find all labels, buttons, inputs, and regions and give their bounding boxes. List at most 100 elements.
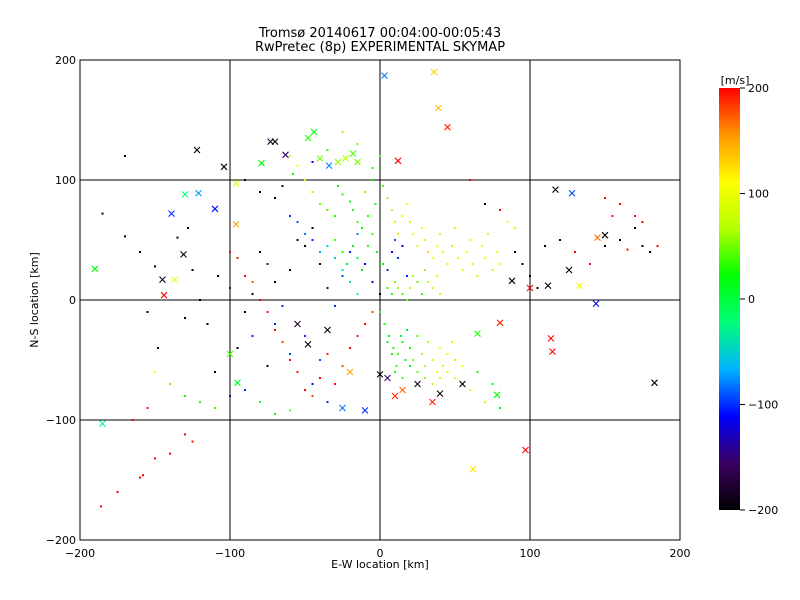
data-point-dot [431,287,434,289]
data-point-dot [191,440,194,443]
data-point-dot [427,341,429,343]
data-point-dot [346,263,348,265]
data-point-dot [349,347,351,349]
data-point-dot [236,347,239,349]
data-point-dot [383,323,386,325]
data-point-cross [91,265,99,273]
data-point-dot [349,281,351,283]
data-point-dot [421,293,423,295]
data-point-cross [592,300,600,307]
data-point-dot [259,191,261,193]
data-point-cross [508,277,516,285]
data-point-dot [289,353,291,355]
data-point-cross [376,371,384,378]
y-axis-label: N-S location [km] [28,252,41,348]
data-point-cross [282,151,289,159]
data-point-cross [576,282,583,289]
data-point-dot [484,203,486,205]
data-point-dot [416,281,419,283]
data-point-dot [229,395,231,397]
data-point-dot [292,173,294,175]
data-point-dot [446,371,449,373]
data-point-dot [100,505,102,508]
data-point-dot [154,371,156,373]
data-point-dot [169,383,171,385]
data-point-dot [641,221,644,223]
x-axis-ticks: −200 −100 0 100 200 [65,547,691,560]
data-point-cross [342,155,349,162]
data-point-dot [274,323,276,325]
data-point-dot [341,193,344,196]
data-point-dot [424,377,426,379]
data-point-dot [199,401,201,403]
data-point-dot [214,407,216,409]
data-point-dot [304,233,306,235]
data-point-cross [394,157,402,165]
data-point-dot [382,263,384,265]
data-point-dot [404,359,407,361]
data-point-dot [356,233,359,235]
data-point-dot [392,347,395,349]
data-point-dot [416,371,419,373]
data-point-cross [346,368,354,376]
data-point-dot [304,179,306,181]
data-point-dot [251,335,254,337]
data-point-dot [191,269,194,271]
data-point-dot [472,263,474,265]
data-point-dot [367,215,369,217]
data-point-dot [176,236,179,239]
data-point-dot [326,149,329,151]
data-point-dot [529,275,531,277]
data-point-dot [334,257,336,259]
data-point-dot [634,227,636,229]
data-point-dot [386,197,389,199]
data-point-dot [481,245,483,247]
data-point-dot [451,341,453,343]
data-point-cross [544,282,552,289]
data-point-dot [395,365,398,367]
data-point-dot [184,395,186,397]
data-point-dot [397,233,399,235]
data-point-dot [397,353,399,355]
data-point-dot [304,245,306,247]
data-point-cross [211,205,219,213]
data-point-dot [457,257,459,259]
data-point-dot [386,287,389,289]
data-point-dot [506,221,509,223]
data-point-dot [499,407,501,409]
data-point-dot [409,365,411,367]
data-point-dot [334,383,336,385]
data-point-dot [206,323,209,325]
data-point-dot [409,347,411,349]
data-point-cross [381,72,388,79]
data-point-dot [251,281,254,283]
data-point-dot [416,245,419,247]
data-point-dot [401,377,404,379]
data-point-dot [634,215,636,217]
data-point-dot [101,212,104,215]
data-point-dot [496,251,498,253]
data-point-dot [431,257,434,259]
data-point-dot [274,281,276,283]
data-point-dot [214,371,216,373]
data-point-dot [371,179,374,181]
data-point-dot [406,203,408,205]
data-point-cross [159,276,166,283]
data-point-dot [371,167,374,169]
data-point-cross [220,163,228,171]
data-point-dot [406,329,408,331]
data-point-dot [391,251,393,253]
data-point-dot [391,353,393,355]
data-point-dot [341,251,344,253]
data-point-dot [412,359,414,361]
data-point-dot [442,365,444,367]
chart-subtitle: RwPretec (8p) EXPERIMENTAL SKYMAP [255,40,505,55]
data-point-dot [461,269,464,271]
x-tick-label: 200 [670,547,691,560]
data-point-cross [325,162,333,169]
data-point-dot [274,197,276,199]
data-point-dot [491,269,494,271]
data-point-dot [439,347,441,349]
data-point-dot [352,209,354,211]
data-point-dot [656,245,659,247]
